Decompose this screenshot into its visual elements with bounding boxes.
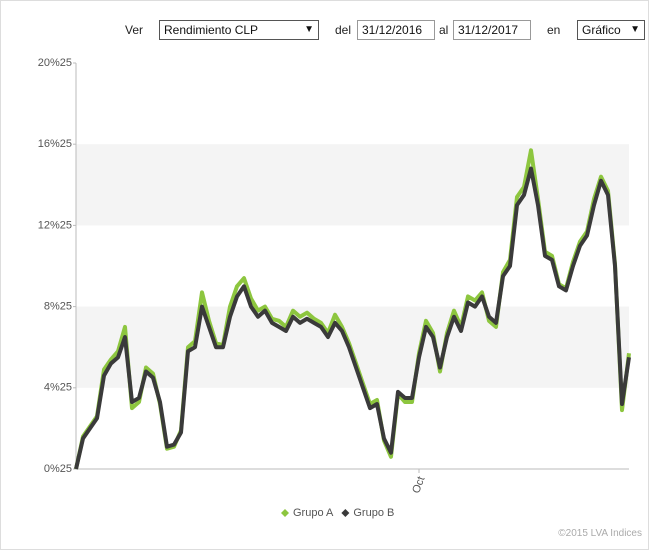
x-tick-label: Oct [410,475,427,495]
from-date-input[interactable]: 31/12/2016 [357,20,435,40]
to-date: 31/12/2017 [458,23,519,37]
legend-label: Grupo A [293,507,334,519]
credit: ©2015 LVA Indices [558,528,642,539]
y-tick-label: 4%25 [44,382,72,394]
view-select[interactable]: Gráfico ▼ [577,20,645,40]
legend-marker [341,509,350,517]
series-line [74,166,631,470]
legend-label: Grupo B [353,507,394,519]
view-value: Gráfico [582,23,621,37]
from-date: 31/12/2016 [362,23,423,37]
measure-value: Rendimiento CLP [164,23,259,37]
ver-label: Ver [125,23,144,37]
to-date-input[interactable]: 31/12/2017 [453,20,531,40]
to-label: al [439,23,449,37]
y-tick-label: 16%25 [38,138,72,150]
from-label: del [335,23,352,37]
measure-select[interactable]: Rendimiento CLP ▼ [159,20,319,40]
y-tick-label: 12%25 [38,219,72,231]
y-tick-label: 8%25 [44,301,72,313]
y-tick-label: 20%25 [38,57,72,69]
legend-marker [281,509,289,517]
view-label: en [547,23,561,37]
grid-band [76,144,629,226]
y-tick-label: 0%25 [44,463,72,475]
